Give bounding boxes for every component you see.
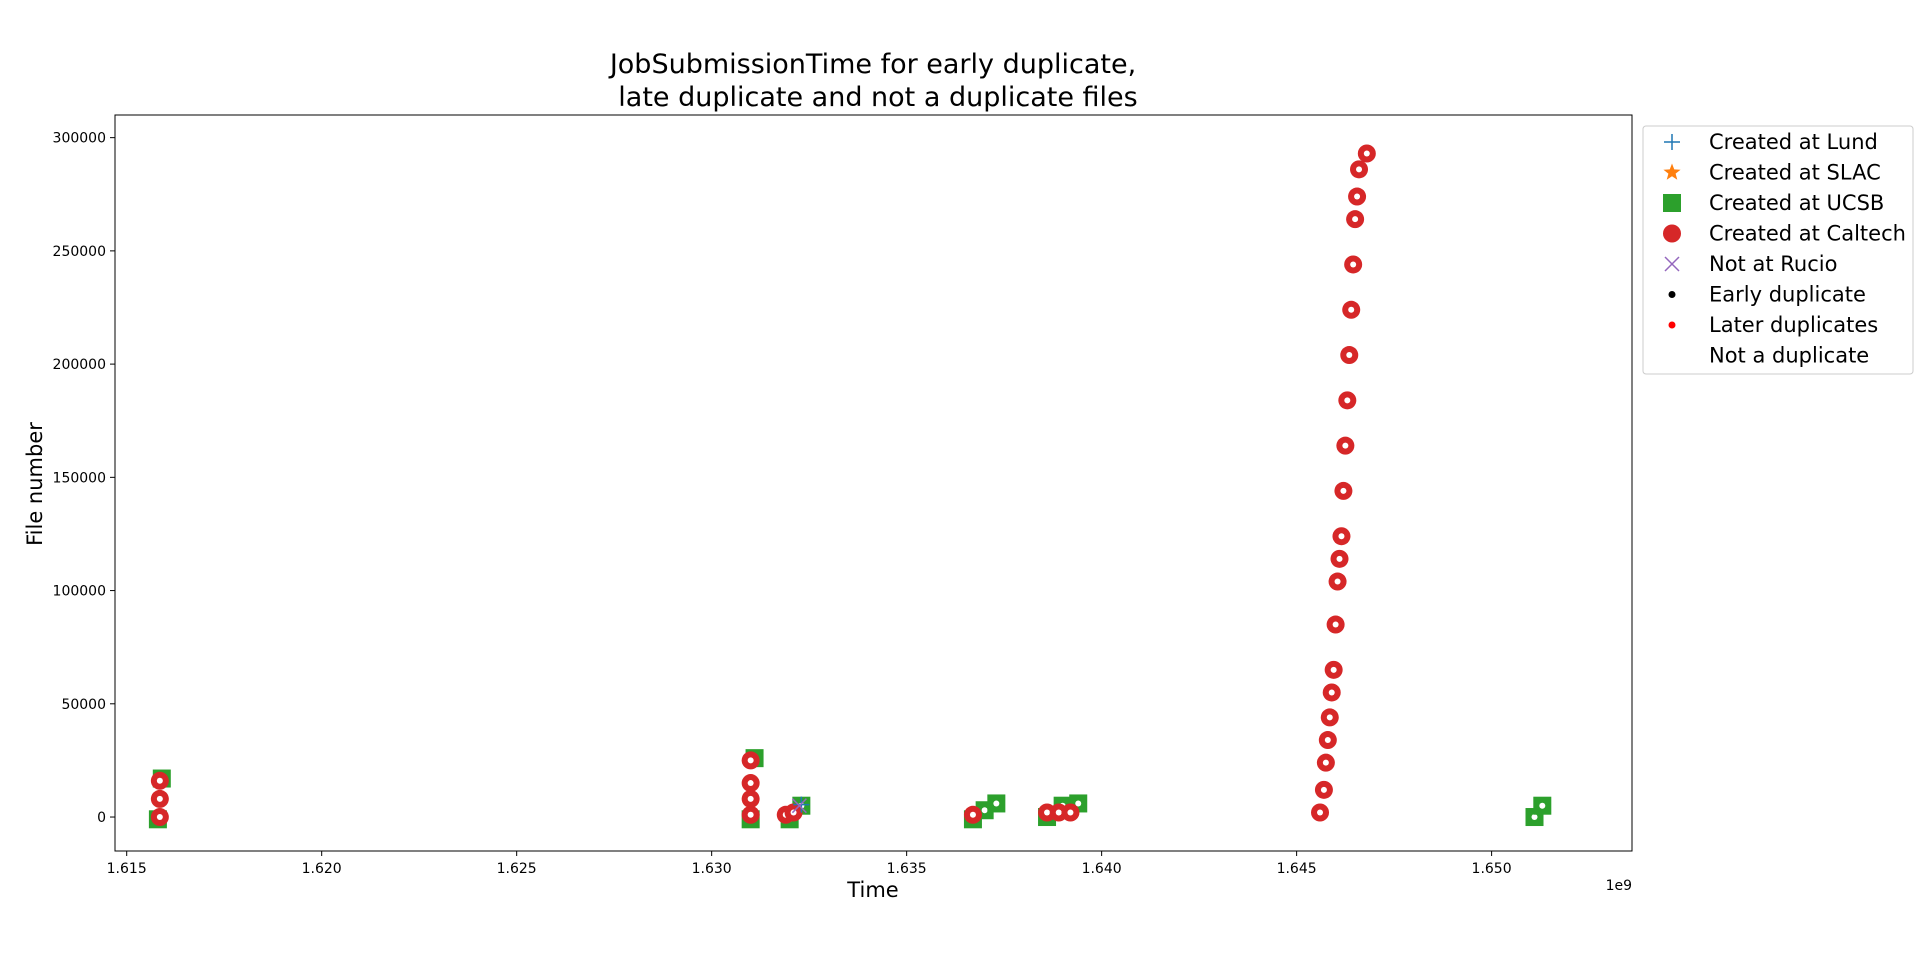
- data-point-not-duplicate: [1356, 166, 1363, 173]
- y-tick-label: 100000: [53, 584, 106, 600]
- y-tick-label: 250000: [53, 244, 106, 260]
- data-point-not-duplicate: [1342, 442, 1349, 449]
- data-point-not-duplicate: [747, 780, 754, 787]
- data-point-not-duplicate: [993, 800, 1000, 807]
- y-axis-label: File number: [23, 422, 47, 546]
- x-tick-label: 1.630: [692, 861, 732, 877]
- data-point-not-duplicate: [969, 811, 976, 818]
- x-axis-label: Time: [846, 878, 898, 902]
- legend-label-created-at-slac: Created at SLAC: [1709, 161, 1881, 185]
- data-point-not-duplicate: [1320, 786, 1327, 793]
- data-point-not-duplicate: [747, 757, 754, 764]
- legend-label-later-duplicates: Later duplicates: [1709, 313, 1878, 337]
- x-tick-label: 1.635: [887, 861, 927, 877]
- legend-marker-created-at-caltech: [1663, 224, 1681, 243]
- data-point-not-duplicate: [1346, 352, 1353, 359]
- data-point-not-duplicate: [1326, 714, 1333, 721]
- data-point-not-duplicate: [1067, 809, 1074, 816]
- x-tick-label: 1.650: [1472, 861, 1512, 877]
- data-point-not-duplicate: [1330, 666, 1337, 673]
- y-tick-label: 150000: [53, 470, 106, 486]
- data-point-not-duplicate: [1539, 802, 1546, 809]
- legend-box: [1642, 125, 1914, 375]
- data-point-not-duplicate: [1317, 809, 1324, 816]
- y-tick-label: 200000: [53, 357, 106, 373]
- legend-label-created-at-caltech: Created at Caltech: [1709, 222, 1906, 246]
- chart-title-line-2: late duplicate and not a duplicate files: [618, 82, 1137, 113]
- data-point-not-duplicate: [1348, 306, 1355, 313]
- x-tick-label: 1.625: [497, 861, 537, 877]
- data-point-not-duplicate: [1044, 809, 1051, 816]
- legend: Created at Lund Created at SLAC Created at…: [1642, 125, 1914, 375]
- data-point-not-duplicate: [1531, 814, 1538, 821]
- data-point-not-at-rucio: [791, 798, 807, 814]
- legend-label-created-at-ucsb: Created at UCSB: [1709, 191, 1884, 215]
- y-tick-label: 0: [97, 810, 106, 826]
- data-point-not-duplicate: [1334, 578, 1341, 585]
- legend-marker-later-duplicates: [1668, 321, 1676, 329]
- data-point-not-duplicate: [1344, 397, 1351, 404]
- data-point-not-duplicate: [1332, 621, 1339, 628]
- data-point-not-duplicate: [156, 814, 163, 821]
- plot-area: [148, 144, 1552, 829]
- data-point-not-duplicate: [1324, 737, 1331, 744]
- x-axis-offset-label: 1e9: [1606, 878, 1632, 894]
- x-tick-label: 1.615: [107, 861, 147, 877]
- legend-marker-created-at-slac: [1663, 163, 1681, 180]
- data-point-not-duplicate: [1075, 800, 1082, 807]
- x-tick-label: 1.645: [1277, 861, 1317, 877]
- legend-marker-created-at-ucsb: [1663, 194, 1681, 212]
- y-tick-label: 50000: [61, 697, 106, 713]
- plot-frame: [114, 114, 1633, 852]
- data-point-not-duplicate: [1363, 150, 1370, 157]
- data-point-not-duplicate: [747, 795, 754, 802]
- data-point-not-duplicate: [1336, 555, 1343, 562]
- legend-label-not-at-rucio: Not at Rucio: [1709, 252, 1837, 276]
- data-point-not-duplicate: [1338, 533, 1345, 540]
- legend-label-created-at-lund: Created at Lund: [1709, 130, 1878, 154]
- legend-label-not-a-duplicate: Not a duplicate: [1709, 344, 1869, 368]
- data-point-not-duplicate: [981, 807, 988, 814]
- legend-marker-early-duplicate: [1668, 291, 1676, 298]
- data-point-not-duplicate: [1352, 216, 1359, 223]
- legend-marker-not-at-rucio: [1664, 256, 1680, 272]
- data-point-not-duplicate: [1055, 809, 1062, 816]
- legend-marker-created-at-lund: [1664, 134, 1680, 150]
- chart-title-line-1: JobSubmissionTime for early duplicate,: [608, 49, 1136, 80]
- legend-label-early-duplicate: Early duplicate: [1709, 283, 1866, 307]
- data-point-not-duplicate: [156, 777, 163, 784]
- data-point-not-duplicate: [1328, 689, 1335, 696]
- data-point-not-duplicate: [156, 795, 163, 802]
- data-point-not-duplicate: [1322, 759, 1329, 766]
- x-tick-label: 1.620: [302, 861, 342, 877]
- data-point-not-duplicate: [1354, 193, 1361, 200]
- data-point-not-duplicate: [1340, 487, 1347, 494]
- y-tick-label: 300000: [53, 131, 106, 147]
- legend-marker-not-a-duplicate: [1668, 352, 1676, 359]
- data-point-not-duplicate: [747, 811, 754, 818]
- data-point-not-duplicate: [1350, 261, 1357, 268]
- x-tick-label: 1.640: [1082, 861, 1122, 877]
